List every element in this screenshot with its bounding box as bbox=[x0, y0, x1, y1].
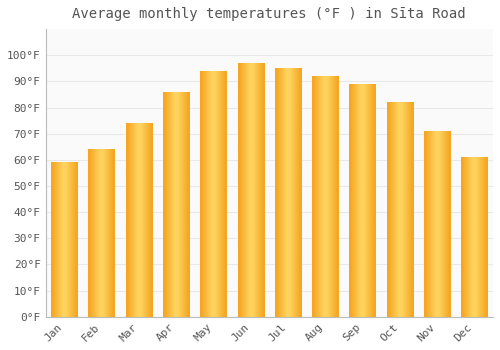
Title: Average monthly temperatures (°F ) in Sīta Road: Average monthly temperatures (°F ) in Sī… bbox=[72, 7, 466, 21]
